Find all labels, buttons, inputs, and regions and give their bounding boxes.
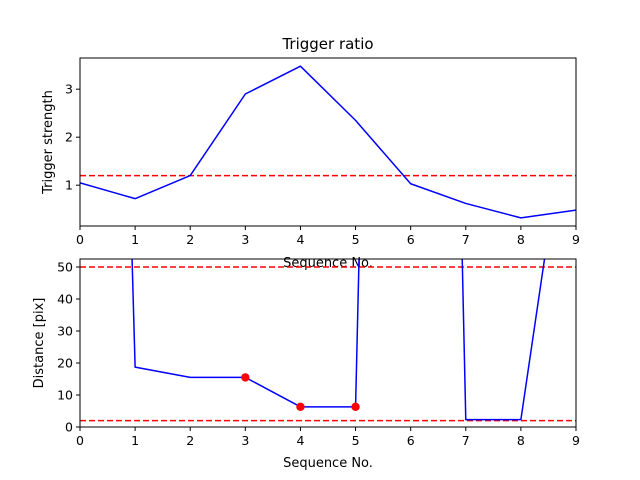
distance-data-point [351,402,360,412]
trigger-ratio-xtick-label: 2 [186,232,194,247]
distance-xtick-label: 9 [572,433,580,448]
distance-xtick-label: 2 [186,433,194,448]
distance-data-point [296,402,305,412]
distance-reflines [80,266,576,422]
distance-xtick-label: 8 [517,433,525,448]
distance-ytick-label: 40 [57,292,73,307]
trigger-ratio-xtick-label: 4 [296,232,304,247]
distance-xtick-label: 5 [352,433,360,448]
trigger-ratio-series-line [80,65,576,219]
distance-ytick-label: 20 [57,356,73,371]
distance-data-point [241,373,250,382]
distance-xtick-label: 3 [241,433,249,448]
trigger-ratio-ytick-label: 1 [65,178,73,193]
distance-ytick-label: 50 [57,260,73,275]
trigger-ratio-xtick-label: 6 [407,232,415,247]
trigger-ratio-ytick-label: 2 [65,130,73,145]
distance-xlabel: Sequence No. [283,456,373,471]
distance-xtick-label: 4 [296,433,304,448]
distance-ytick-label: 30 [57,324,73,339]
trigger-ratio-title: Trigger ratio [281,35,373,53]
trigger-ratio-xtick-label: 8 [517,232,525,247]
trigger-ratio-series [80,65,576,219]
trigger-ratio-yticks: 1 2 3 [65,82,80,193]
distance-yticks: 0 10 20 30 40 50 [57,260,80,435]
trigger-ratio-xtick-label: 1 [131,232,139,247]
trigger-ratio-xtick-label: 0 [76,232,84,247]
trigger-ratio-axes-frame [79,57,577,227]
distance-ylabel: Distance [pix] [32,298,47,389]
trigger-ratio-xtick-label: 7 [462,232,470,247]
distance-xticks: 0 1 2 3 4 5 6 7 8 9 [76,427,580,448]
trigger-ratio-xtick-label: 9 [572,232,580,247]
distance-series-line [461,259,546,421]
trigger-ratio-xticks: 0 1 2 3 4 5 6 7 8 9 [76,226,580,247]
distance-axes-frame [79,258,577,428]
trigger-ratio-xtick-label: 5 [352,232,360,247]
distance-ytick-label: 10 [57,388,73,403]
distance-xtick-label: 1 [131,433,139,448]
distance-xtick-label: 7 [462,433,470,448]
trigger-ratio-ylabel: Trigger strength [41,90,56,195]
distance-subplot: 0 1 2 3 4 5 6 7 8 9 0 10 20 30 40 50 Sequence No. Dist… [32,258,580,471]
distance-xtick-label: 6 [407,433,415,448]
distance-xtick-label: 0 [76,433,84,448]
distance-ytick-label: 0 [65,420,73,435]
trigger-ratio-xtick-label: 3 [241,232,249,247]
distance-markers [241,373,360,412]
trigger-ratio-ytick-label: 3 [65,82,73,97]
